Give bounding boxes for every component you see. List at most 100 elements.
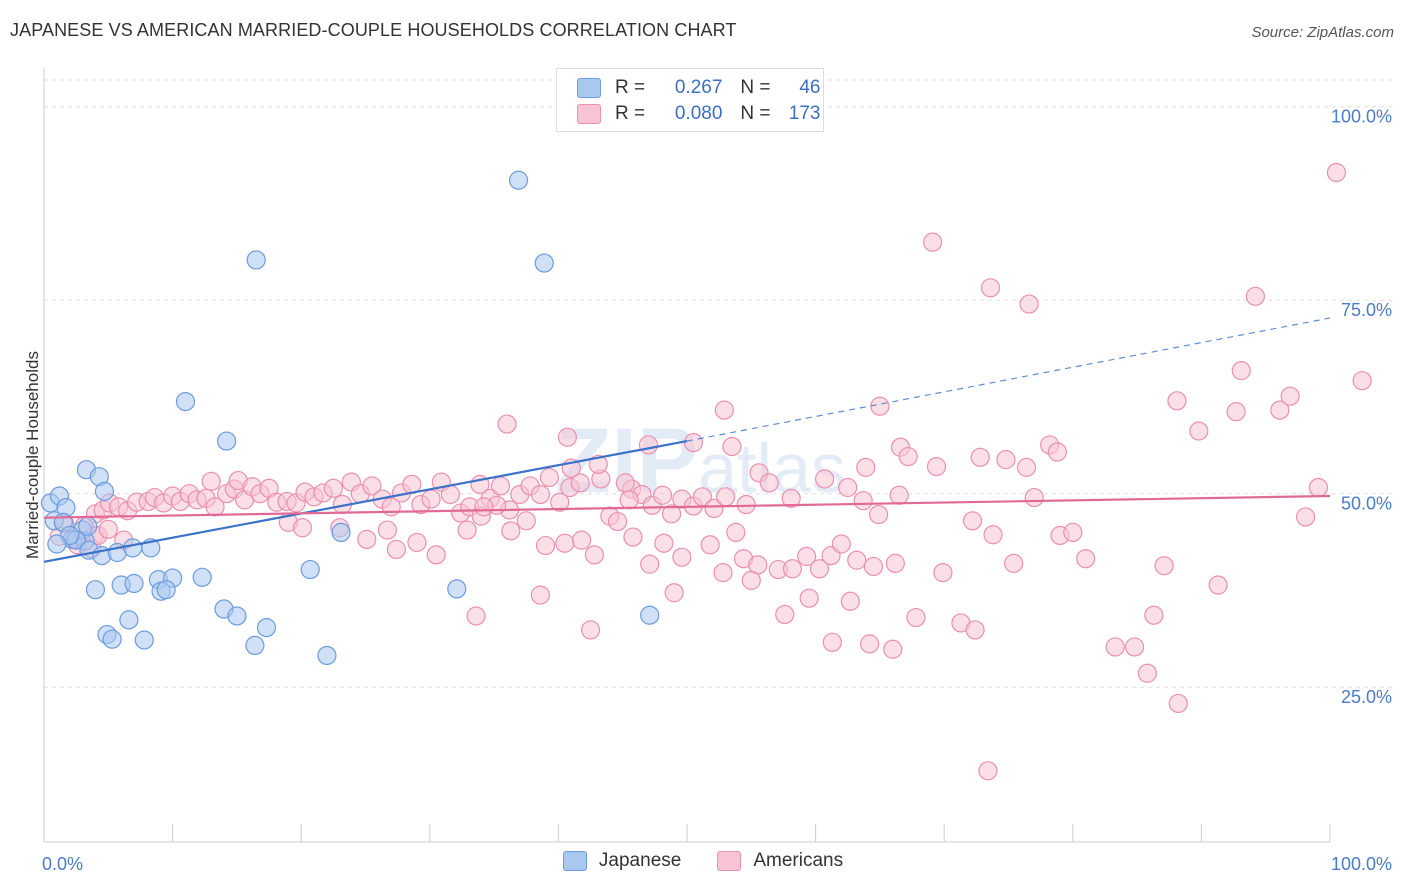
americans-point-141 — [1076, 549, 1096, 569]
bottom-legend-japanese: Japanese — [562, 850, 682, 872]
americans-point-73 — [759, 473, 779, 493]
americans-point-123 — [664, 583, 684, 603]
americans-point-79 — [889, 485, 909, 505]
americans-point-114 — [809, 559, 830, 579]
americans-point-155 — [497, 414, 517, 434]
americans-point-116 — [831, 534, 851, 554]
bottom-americans-swatch — [717, 851, 742, 871]
americans-point-126 — [775, 604, 795, 625]
americans-point-124 — [713, 563, 733, 583]
americans-point-177 — [1245, 286, 1266, 306]
americans-point-70 — [715, 487, 736, 507]
japanese-point-18 — [85, 580, 106, 600]
japanese-point-41 — [508, 170, 529, 190]
bottom-legend-americans: Americans — [717, 850, 843, 872]
americans-point-151 — [638, 435, 659, 455]
americans-point-131 — [883, 639, 903, 659]
japanese-point-26 — [119, 610, 139, 630]
x-tick-label-100: 100.0% — [1331, 854, 1392, 874]
americans-r-value: 0.080 — [674, 103, 723, 124]
americans-point-136 — [983, 525, 1003, 545]
americans-point-180 — [1295, 507, 1316, 527]
americans-point-175 — [1226, 402, 1246, 422]
americans-point-92 — [426, 545, 446, 565]
japanese-point-40 — [447, 579, 467, 599]
japanese-point-32 — [256, 618, 277, 638]
americans-point-77 — [853, 491, 873, 511]
americans-point-160 — [856, 457, 876, 477]
americans-point-82 — [98, 519, 118, 539]
y-tick-label-25: 25.0% — [1341, 687, 1392, 707]
americans-point-117 — [847, 550, 867, 570]
japanese-r-label: R = — [615, 77, 646, 98]
legend-row-americans: R = 0.080 N = 173 — [577, 101, 821, 127]
americans-point-176 — [1231, 361, 1251, 381]
axes — [43, 68, 1331, 843]
americans-point-59 — [570, 473, 590, 493]
americans-point-132 — [906, 607, 926, 628]
y-tick-label-100: 100.0% — [1331, 107, 1392, 127]
japanese-point-9 — [78, 516, 98, 536]
americans-point-56 — [539, 467, 559, 488]
japanese-point-33 — [245, 635, 265, 656]
americans-point-51 — [490, 476, 511, 496]
americans-point-93 — [457, 520, 477, 540]
americans-point-74 — [781, 488, 801, 508]
japanese-point-12 — [94, 481, 115, 501]
americans-point-88 — [357, 529, 377, 549]
americans-point-89 — [377, 520, 397, 540]
americans-point-119 — [885, 553, 905, 573]
americans-point-103 — [623, 527, 643, 547]
americans-point-159 — [615, 473, 635, 493]
americans-r-label: R = — [615, 103, 646, 124]
americans-point-100 — [571, 530, 592, 550]
americans-point-108 — [726, 522, 746, 543]
americans-n-label: N = — [740, 103, 771, 124]
americans-point-158 — [588, 454, 608, 474]
americans-point-135 — [962, 511, 983, 531]
americans-point-178 — [1270, 400, 1290, 420]
americans-point-101 — [584, 545, 605, 565]
americans-point-57 — [550, 492, 570, 512]
japanese-swatch — [577, 78, 601, 98]
americans-point-129 — [840, 591, 860, 611]
japanese-n-label: N = — [740, 77, 771, 98]
americans-point-91 — [407, 532, 427, 553]
americans-point-76 — [838, 477, 858, 498]
americans-point-172 — [1019, 294, 1039, 314]
japanese-points — [40, 170, 660, 666]
japanese-trend-line — [43, 439, 688, 563]
japanese-point-43 — [640, 605, 660, 625]
americans-point-182 — [1326, 162, 1347, 183]
americans-swatch — [577, 104, 601, 124]
y-tick-labels: 25.0% 50.0% 75.0% 100.0% — [1331, 107, 1392, 708]
americans-point-105 — [654, 533, 674, 553]
americans-point-98 — [535, 535, 556, 556]
bottom-japanese-label: Japanese — [598, 850, 682, 871]
americans-point-162 — [898, 446, 918, 467]
japanese-point-36 — [175, 391, 196, 412]
americans-point-164 — [970, 447, 990, 467]
americans-point-183 — [1352, 371, 1372, 391]
legend-box: R = 0.267 N = 46 R = 0.080 N = 173 — [556, 68, 824, 132]
americans-trend-line — [43, 494, 1331, 519]
americans-point-69 — [704, 498, 724, 519]
americans-point-65 — [661, 504, 682, 524]
americans-point-143 — [1124, 637, 1145, 657]
americans-point-171 — [980, 278, 1001, 298]
bottom-americans-label: Americans — [753, 850, 844, 871]
y-axis-label: Married-couple Households — [23, 351, 42, 559]
americans-point-138 — [1024, 487, 1044, 508]
americans-n-value: 173 — [788, 103, 821, 124]
americans-point-174 — [1189, 421, 1209, 441]
americans-point-112 — [782, 559, 803, 579]
japanese-point-42 — [534, 253, 554, 273]
americans-point-163 — [926, 457, 947, 477]
americans-point-169 — [870, 396, 890, 416]
americans-point-144 — [1137, 663, 1157, 683]
americans-point-71 — [736, 494, 756, 515]
japanese-point-34 — [317, 645, 337, 666]
y-tick-label-75: 75.0% — [1341, 300, 1392, 320]
americans-point-165 — [996, 450, 1016, 470]
